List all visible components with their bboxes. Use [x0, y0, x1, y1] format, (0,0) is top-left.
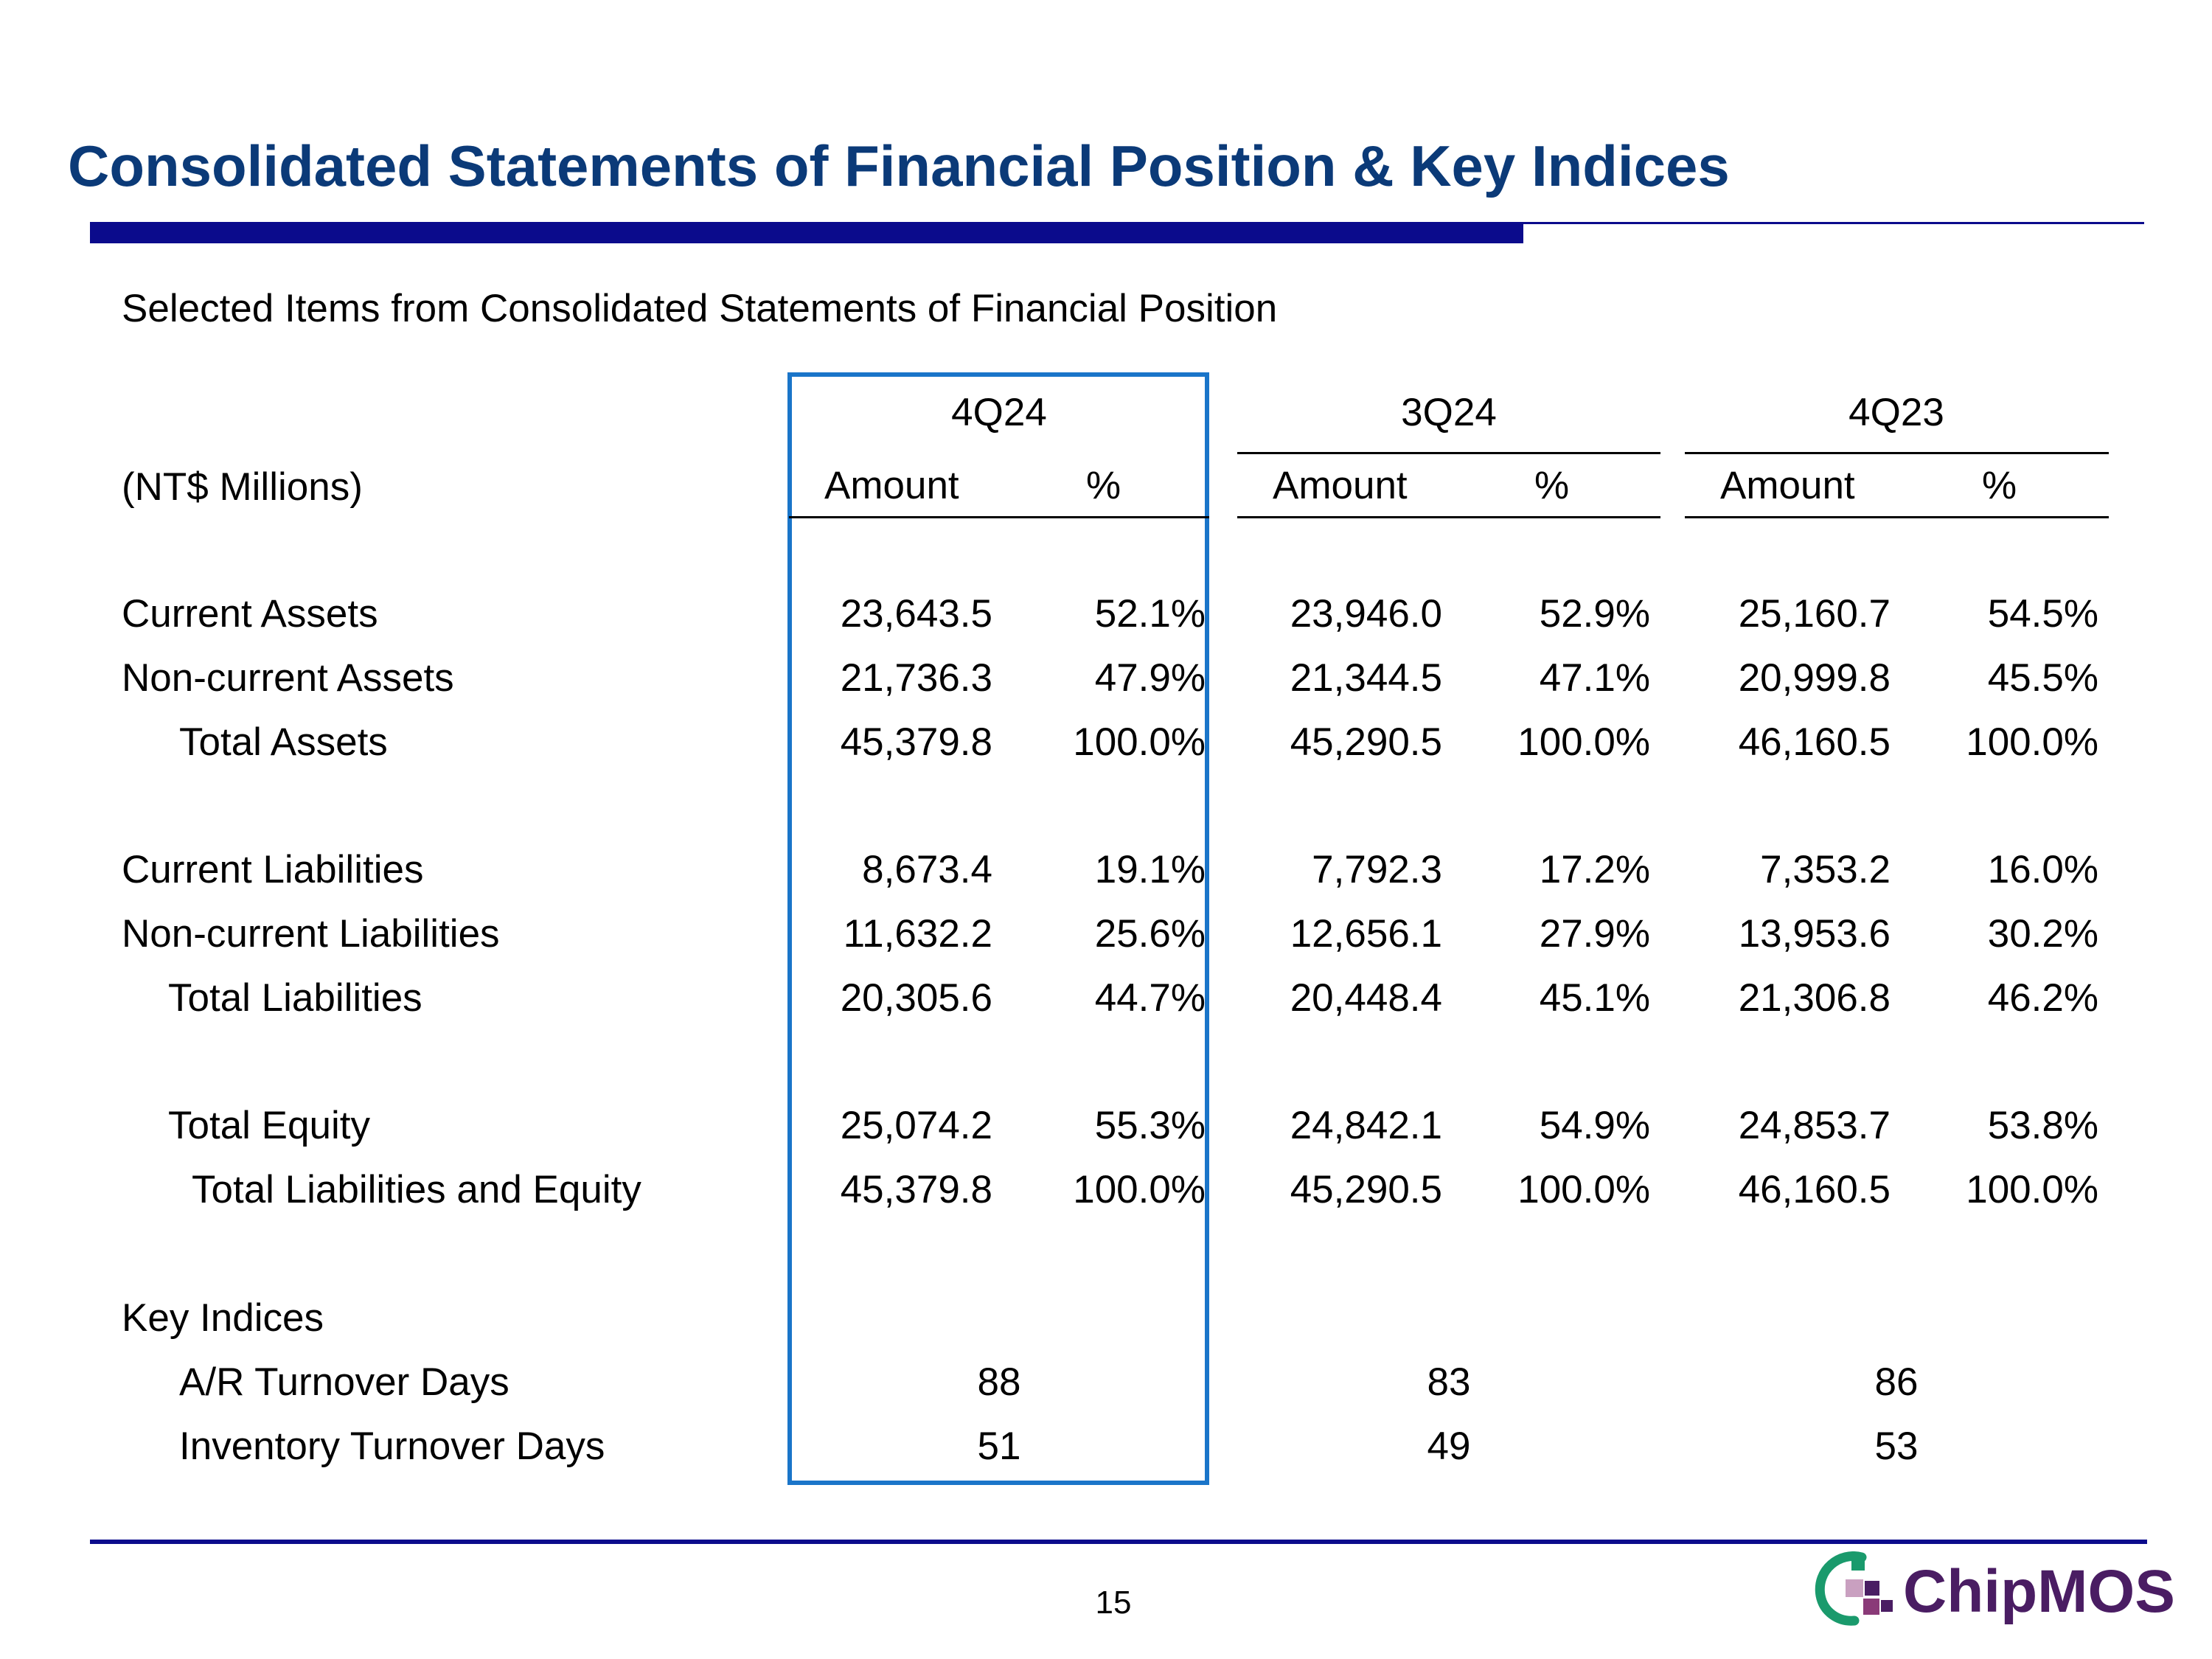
pct-value: 47.1% — [1539, 656, 1650, 700]
amount-value: 7,792.3 — [1312, 848, 1442, 891]
row-label: Non-current Assets — [122, 656, 454, 700]
amount-col-header: Amount — [1273, 464, 1408, 507]
pct-value: 47.9% — [1094, 656, 1206, 700]
col-header-rule — [1237, 516, 1660, 518]
page-title: Consolidated Statements of Financial Pos… — [68, 133, 1730, 198]
row-label: Total Assets — [179, 720, 388, 764]
period-header: 4Q24 — [951, 391, 1047, 434]
row-label: Total Liabilities and Equity — [192, 1168, 641, 1211]
amount-value: 46,160.5 — [1738, 1168, 1891, 1211]
pct-value: 44.7% — [1094, 976, 1206, 1020]
amount-value: 13,953.6 — [1738, 912, 1891, 956]
amount-col-header: Amount — [1720, 464, 1855, 507]
col-header-rule — [789, 516, 1209, 518]
units-label: (NT$ Millions) — [122, 465, 363, 509]
pct-value: 100.0% — [1966, 1168, 2098, 1211]
row-label: Current Assets — [122, 592, 378, 636]
amount-value: 25,160.7 — [1738, 592, 1891, 636]
pct-value: 16.0% — [1987, 848, 2098, 891]
pct-value: 17.2% — [1539, 848, 1650, 891]
amount-value: 45,290.5 — [1290, 720, 1442, 764]
amount-col-header: Amount — [824, 464, 959, 507]
amount-value: 21,344.5 — [1290, 656, 1442, 700]
period-header-rule — [1685, 452, 2109, 454]
logo-wordmark: ChipMOS — [1903, 1558, 2175, 1625]
amount-value: 7,353.2 — [1760, 848, 1891, 891]
period-header: 4Q23 — [1848, 391, 1944, 434]
amount-value: 24,842.1 — [1290, 1104, 1442, 1147]
amount-value: 20,999.8 — [1738, 656, 1891, 700]
period-header-rule — [1237, 452, 1660, 454]
amount-value: 8,673.4 — [862, 848, 992, 891]
row-label: Total Liabilities — [168, 976, 422, 1020]
pct-value: 19.1% — [1094, 848, 1206, 891]
pct-value: 55.3% — [1094, 1104, 1206, 1147]
amount-value: 12,656.1 — [1290, 912, 1442, 956]
key-index-value: 49 — [1427, 1425, 1471, 1468]
pct-value: 53.8% — [1987, 1104, 2098, 1147]
title-underline-bar — [90, 222, 1523, 243]
period-header: 3Q24 — [1401, 391, 1497, 434]
pct-value: 52.9% — [1539, 592, 1650, 636]
pct-value: 45.5% — [1987, 656, 2098, 700]
row-label: Current Liabilities — [122, 848, 424, 891]
pct-value: 54.5% — [1987, 592, 2098, 636]
amount-value: 23,946.0 — [1290, 592, 1442, 636]
amount-value: 11,632.2 — [843, 912, 992, 956]
pct-value: 100.0% — [1517, 1168, 1650, 1211]
pct-value: 46.2% — [1987, 976, 2098, 1020]
pct-value: 100.0% — [1073, 720, 1206, 764]
footer-rule — [90, 1540, 2147, 1544]
page-number: 15 — [1095, 1585, 1132, 1621]
amount-value: 45,379.8 — [840, 720, 992, 764]
row-label: Non-current Liabilities — [122, 912, 500, 956]
key-index-value: 83 — [1427, 1360, 1471, 1404]
col-header-rule — [1685, 516, 2109, 518]
pct-value: 25.6% — [1094, 912, 1206, 956]
amount-value: 20,448.4 — [1290, 976, 1442, 1020]
key-index-label: Inventory Turnover Days — [179, 1425, 605, 1468]
amount-value: 24,853.7 — [1738, 1104, 1891, 1147]
pct-value: 100.0% — [1073, 1168, 1206, 1211]
key-indices-heading: Key Indices — [122, 1296, 324, 1340]
amount-value: 25,074.2 — [840, 1104, 992, 1147]
key-index-value: 51 — [977, 1425, 1021, 1468]
pct-value: 54.9% — [1539, 1104, 1650, 1147]
pct-value: 52.1% — [1094, 592, 1206, 636]
amount-value: 45,379.8 — [840, 1168, 992, 1211]
pct-col-header: % — [1982, 464, 2017, 507]
pct-value: 27.9% — [1539, 912, 1650, 956]
amount-value: 20,305.6 — [840, 976, 992, 1020]
amount-value: 23,643.5 — [840, 592, 992, 636]
key-index-value: 53 — [1874, 1425, 1919, 1468]
amount-value: 45,290.5 — [1290, 1168, 1442, 1211]
title-underline-thin — [1523, 222, 2144, 224]
key-index-value: 88 — [977, 1360, 1021, 1404]
amount-value: 46,160.5 — [1738, 720, 1891, 764]
pct-value: 30.2% — [1987, 912, 2098, 956]
pct-value: 100.0% — [1966, 720, 2098, 764]
amount-value: 21,306.8 — [1738, 976, 1891, 1020]
row-label: Total Equity — [168, 1104, 370, 1147]
pct-col-header: % — [1086, 464, 1121, 507]
section-subtitle: Selected Items from Consolidated Stateme… — [122, 287, 1278, 330]
amount-value: 21,736.3 — [840, 656, 992, 700]
key-index-label: A/R Turnover Days — [179, 1360, 509, 1404]
pct-value: 100.0% — [1517, 720, 1650, 764]
pct-value: 45.1% — [1539, 976, 1650, 1020]
current-period-highlight-box — [787, 372, 1209, 1485]
chipmos-logo: ChipMOS — [1810, 1551, 2175, 1632]
pct-col-header: % — [1534, 464, 1570, 507]
chipmos-logo-icon — [1815, 1551, 1893, 1626]
key-index-value: 86 — [1874, 1360, 1919, 1404]
